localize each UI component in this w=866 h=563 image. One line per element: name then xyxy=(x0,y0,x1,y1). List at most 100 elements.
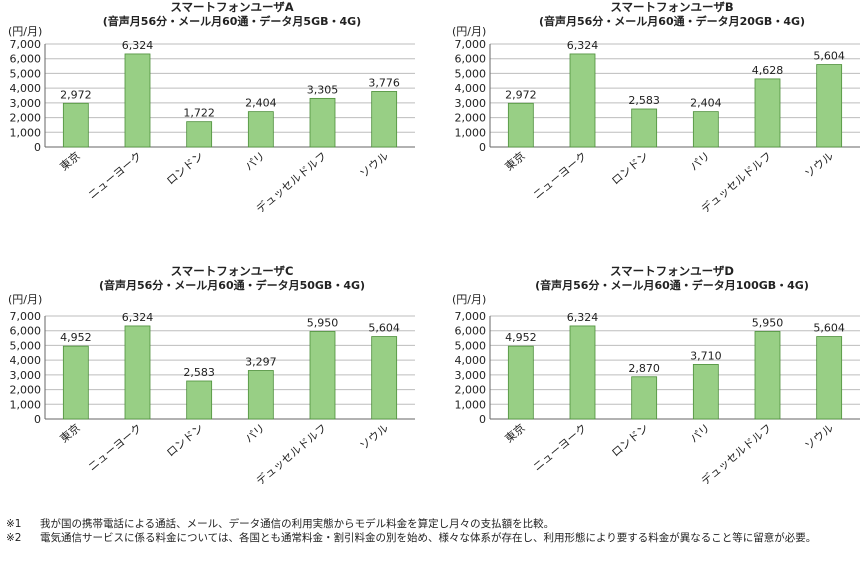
x-tick-label: ニューヨーク xyxy=(86,149,145,201)
y-tick-label: 4,000 xyxy=(455,354,487,367)
chart-grid: スマートフォンユーザA(音声月56分・メール月60通・データ月5GB・4G) (円… xyxy=(8,0,860,488)
footnote-2-mark: ※2 xyxy=(6,532,22,544)
data-label: 5,950 xyxy=(307,316,339,329)
y-unit-label: (円/月) xyxy=(8,25,42,38)
y-tick-label: 1,000 xyxy=(10,398,42,411)
chart-4: スマートフォンユーザD(音声月56分・メール月60通・データ月100GB・4G)… xyxy=(452,264,860,488)
y-tick-label: 6,000 xyxy=(10,53,42,66)
bar xyxy=(569,53,596,148)
data-label: 2,972 xyxy=(60,88,92,101)
footnote-2: ※2 電気通信サービスに係る料金については、各国とも通常料金・割引料金の別を始め… xyxy=(6,531,862,545)
bar xyxy=(631,108,658,148)
x-tick-label: ソウル xyxy=(802,421,836,452)
bar xyxy=(754,78,781,148)
x-tick-label: パリ xyxy=(243,149,268,173)
y-tick-label: 1,000 xyxy=(455,126,487,139)
bar xyxy=(816,336,843,420)
bar xyxy=(186,380,213,420)
x-tick-label: ソウル xyxy=(357,149,391,180)
bar xyxy=(371,336,398,420)
y-tick-label: 2,000 xyxy=(10,384,42,397)
x-tick-label: ロンドン xyxy=(609,149,651,187)
y-tick-label: 6,000 xyxy=(455,325,487,338)
bar xyxy=(62,102,89,148)
bar xyxy=(631,376,658,420)
x-tick-label: ロンドン xyxy=(164,421,206,459)
chart-subtitle: (音声月56分・メール月60通・データ月100GB・4G) xyxy=(535,278,809,292)
y-tick-label: 3,000 xyxy=(10,369,42,382)
y-unit-label: (円/月) xyxy=(452,293,486,306)
bar xyxy=(309,97,336,148)
y-tick-label: 1,000 xyxy=(455,398,487,411)
y-tick-label: 3,000 xyxy=(455,369,487,382)
y-tick-label: 6,000 xyxy=(10,325,42,338)
chart-subtitle: (音声月56分・メール月60通・データ月5GB・4G) xyxy=(103,14,361,28)
y-tick-label: 3,000 xyxy=(10,97,42,110)
chart-1: スマートフォンユーザA(音声月56分・メール月60通・データ月5GB・4G) (円… xyxy=(8,0,415,216)
bar xyxy=(309,331,336,420)
data-label: 2,583 xyxy=(628,94,660,107)
chart-title: スマートフォンユーザB xyxy=(610,0,733,14)
y-tick-label: 0 xyxy=(479,413,486,426)
x-tick-label: ソウル xyxy=(357,421,391,452)
data-label: 6,324 xyxy=(122,39,154,52)
x-tick-label: ニューヨーク xyxy=(531,149,590,201)
y-tick-label: 1,000 xyxy=(10,126,42,139)
x-tick-label: 東京 xyxy=(502,149,528,174)
data-label: 5,604 xyxy=(813,322,845,335)
data-label: 3,776 xyxy=(368,76,400,89)
y-tick-label: 6,000 xyxy=(455,53,487,66)
data-label: 1,722 xyxy=(183,107,215,120)
y-tick-label: 4,000 xyxy=(10,82,42,95)
y-tick-label: 7,000 xyxy=(10,310,42,323)
data-label: 2,583 xyxy=(183,366,215,379)
bar xyxy=(124,53,151,148)
y-tick-label: 2,000 xyxy=(455,112,487,125)
y-tick-label: 4,000 xyxy=(10,354,42,367)
data-label: 2,404 xyxy=(245,97,277,110)
y-tick-label: 7,000 xyxy=(455,310,487,323)
chart-title: スマートフォンユーザA xyxy=(170,0,293,14)
data-label: 5,604 xyxy=(813,50,845,63)
x-tick-label: ソウル xyxy=(802,149,836,180)
y-tick-label: 3,000 xyxy=(455,97,487,110)
data-label: 3,305 xyxy=(307,83,339,96)
x-tick-label: 東京 xyxy=(502,421,528,446)
x-tick-label: ロンドン xyxy=(164,149,206,187)
y-tick-label: 5,000 xyxy=(455,67,487,80)
bar xyxy=(507,102,534,148)
data-label: 4,952 xyxy=(60,331,92,344)
bar xyxy=(186,121,213,148)
y-tick-label: 5,000 xyxy=(455,339,487,352)
chart-subtitle: (音声月56分・メール月60通・データ月20GB・4G) xyxy=(539,14,805,28)
bar xyxy=(816,64,843,148)
y-tick-label: 0 xyxy=(34,141,41,154)
x-tick-label: ニューヨーク xyxy=(86,421,145,473)
x-tick-label: 東京 xyxy=(57,149,83,174)
y-tick-label: 4,000 xyxy=(455,82,487,95)
y-tick-label: 0 xyxy=(34,413,41,426)
footnote-1: ※1 我が国の携帯電話による通話、メール、データ通信の利用実態からモデル料金を算… xyxy=(6,517,862,531)
y-tick-label: 7,000 xyxy=(455,38,487,51)
y-tick-label: 2,000 xyxy=(10,112,42,125)
y-tick-label: 2,000 xyxy=(455,384,487,397)
chart-title: スマートフォンユーザC xyxy=(171,264,294,278)
data-label: 5,950 xyxy=(752,316,784,329)
footnotes: ※1 我が国の携帯電話による通話、メール、データ通信の利用実態からモデル料金を算… xyxy=(6,517,862,545)
chart-3: スマートフォンユーザC(音声月56分・メール月60通・データ月50GB・4G) (… xyxy=(8,264,415,488)
x-tick-label: 東京 xyxy=(57,421,83,446)
data-label: 6,324 xyxy=(567,311,599,324)
data-label: 6,324 xyxy=(567,39,599,52)
data-label: 2,404 xyxy=(690,97,722,110)
bar xyxy=(371,91,398,148)
data-label: 5,604 xyxy=(368,322,400,335)
y-unit-label: (円/月) xyxy=(452,25,486,38)
chart-title: スマートフォンユーザD xyxy=(610,264,734,278)
chart-subtitle: (音声月56分・メール月60通・データ月50GB・4G) xyxy=(99,278,365,292)
footnote-1-mark: ※1 xyxy=(6,518,22,530)
footnote-1-text: 我が国の携帯電話による通話、メール、データ通信の利用実態からモデル料金を算定し月… xyxy=(40,518,555,530)
data-label: 3,297 xyxy=(245,355,277,368)
x-tick-label: ニューヨーク xyxy=(531,421,590,473)
data-label: 4,628 xyxy=(752,64,784,77)
x-tick-label: パリ xyxy=(243,421,268,445)
